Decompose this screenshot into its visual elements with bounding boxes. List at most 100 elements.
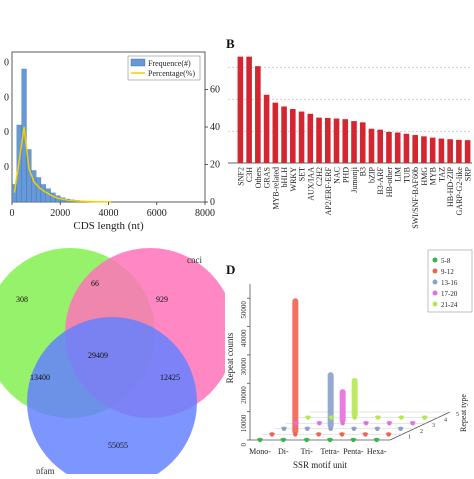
repeat-dot xyxy=(352,415,356,419)
tf-category-label: SRP xyxy=(464,166,473,181)
tf-category-label: B3-ARF xyxy=(376,166,385,194)
tf-bar xyxy=(395,133,401,163)
legend-swatch xyxy=(433,302,438,307)
repeat-dot xyxy=(375,427,379,431)
tf-category-label: AUX/IAA xyxy=(306,167,315,201)
legend-label-percentage: Percentage(%) xyxy=(148,69,195,78)
repeat-dot xyxy=(386,432,390,436)
x-category-label: Di- xyxy=(278,447,289,456)
panel-label-d: D xyxy=(226,262,235,277)
repeat-dot xyxy=(410,421,414,425)
y-tick-label-right: 40 xyxy=(210,122,220,133)
x-tick-label: 0 xyxy=(10,208,15,219)
repeat-dot xyxy=(328,427,332,431)
tf-category-label: HB-HD-ZIP xyxy=(446,166,455,207)
tf-category-label: WRKY xyxy=(289,167,298,192)
z-tick-label: 1 xyxy=(408,434,411,440)
repeat-bar xyxy=(328,372,334,429)
x-category-label: Tetra- xyxy=(321,447,340,456)
tf-category-label: HB-other xyxy=(385,167,394,198)
tf-category-label: SNF2 xyxy=(236,167,245,186)
venn-region-count: 308 xyxy=(16,295,28,304)
x-tick-label: 6000 xyxy=(147,208,167,219)
tf-bar xyxy=(342,119,348,163)
repeat-dot xyxy=(294,421,298,425)
tf-bar xyxy=(255,66,261,163)
legend-label: 21-24 xyxy=(441,301,458,309)
repeat-dot xyxy=(374,438,378,442)
tf-category-label: B3 xyxy=(359,167,368,176)
z-tick-label: 4 xyxy=(444,418,447,424)
legend-swatch xyxy=(433,291,438,296)
tf-category-label: GARP-G2-like xyxy=(455,167,464,216)
tf-category-label: LIM xyxy=(394,167,403,182)
y-tick-label: 0 xyxy=(240,443,248,447)
venn-set-label-cnci: cnci xyxy=(187,255,202,265)
repeat-dot xyxy=(422,415,426,419)
legend-label: 5-8 xyxy=(441,257,451,265)
tf-bar xyxy=(325,118,331,163)
tf-category-label: GRAS xyxy=(263,167,272,188)
x-tick-label: 4000 xyxy=(99,208,119,219)
y-tick-label-left: 0 xyxy=(4,162,9,173)
x-tick-label: 8000 xyxy=(195,208,215,219)
y-tick-label-right: 0 xyxy=(210,197,215,208)
x-category-label: Penta- xyxy=(343,447,364,456)
x-category-label: Hexa- xyxy=(367,447,387,456)
venn-region-count: 12425 xyxy=(160,373,180,382)
tf-bar xyxy=(334,119,340,163)
repeat-dot xyxy=(352,427,356,431)
repeat-dot xyxy=(340,421,344,425)
y-tick-label-right: 60 xyxy=(210,85,220,96)
legend-swatch-frequence xyxy=(131,59,145,66)
x-tick-label: 2000 xyxy=(50,208,70,219)
repeat-bar xyxy=(352,378,358,418)
repeat-dot xyxy=(399,415,403,419)
venn-region-count: 929 xyxy=(156,295,168,304)
y-tick-label: 20000 xyxy=(240,386,248,404)
tf-category-label: C2H2 xyxy=(315,167,324,186)
z-tick-label: 3 xyxy=(432,423,435,429)
tf-bar xyxy=(456,140,462,163)
tf-bar xyxy=(360,122,366,163)
tf-bar xyxy=(264,95,270,163)
tf-bar xyxy=(290,109,296,163)
tf-bar xyxy=(299,112,305,163)
y-tick-label: 10000 xyxy=(240,414,248,432)
tf-category-label: Others xyxy=(254,167,263,188)
tf-bar xyxy=(439,139,445,163)
venn-region-count: 55055 xyxy=(108,441,128,450)
repeat-dot xyxy=(282,427,286,431)
histogram-bar xyxy=(41,185,46,203)
tf-category-label: TAZ xyxy=(437,167,446,182)
repeat-dot xyxy=(281,438,285,442)
tf-category-label: PHD xyxy=(341,167,350,183)
histogram-bar xyxy=(36,178,41,203)
repeat-bar xyxy=(292,298,298,434)
repeat-dot xyxy=(306,415,310,419)
z-axis-label: Repeat type xyxy=(459,394,468,432)
tf-category-label: AP2/ERF-ERF xyxy=(324,166,333,215)
tf-bar xyxy=(369,129,375,163)
x-category-label: Mono- xyxy=(249,447,271,456)
tf-category-label: MYB xyxy=(429,167,438,185)
tf-bar xyxy=(281,106,287,163)
y-tick-label-right: 20 xyxy=(210,160,220,171)
repeat-bar xyxy=(340,389,346,423)
venn-region-count: 29409 xyxy=(88,351,108,360)
repeat-dot xyxy=(293,432,297,436)
panel-label-b: B xyxy=(226,36,235,51)
legend-label: 17-20 xyxy=(441,290,458,298)
repeat-dot xyxy=(351,438,355,442)
tf-category-label: MYB-related xyxy=(271,167,280,210)
tf-bar xyxy=(377,130,383,163)
repeat-dot xyxy=(340,432,344,436)
repeat-dot xyxy=(270,432,274,436)
tf-bar xyxy=(386,132,392,163)
